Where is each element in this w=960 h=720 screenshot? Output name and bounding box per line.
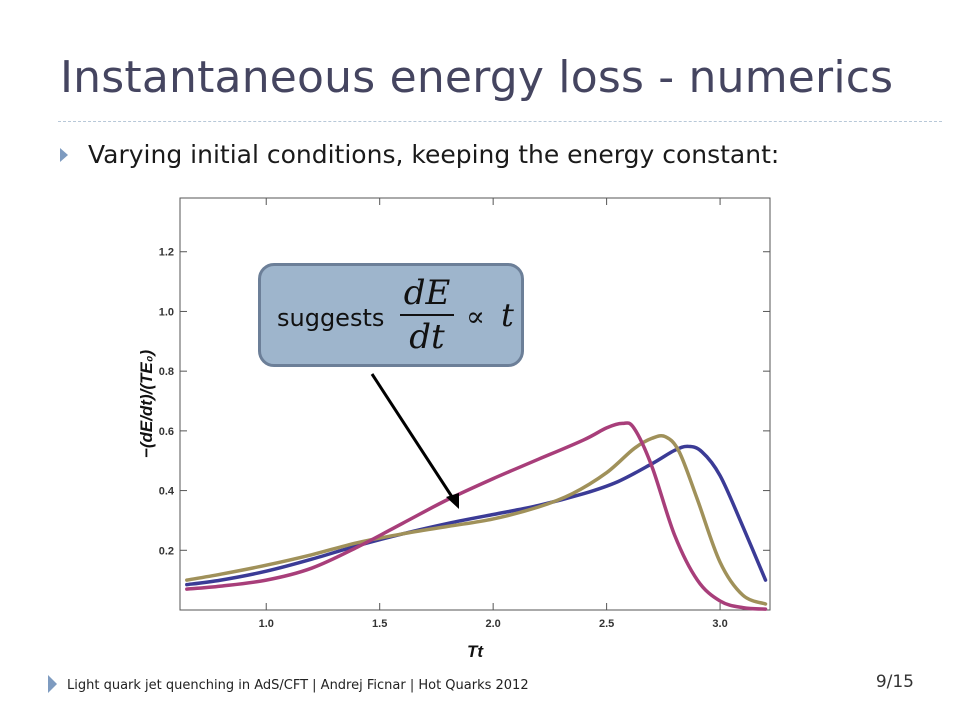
callout-word: suggests <box>277 304 385 332</box>
y-axis-label: −(dE/dt)/(TE₀) <box>137 350 156 459</box>
bullet-item: Varying initial conditions, keeping the … <box>60 140 779 169</box>
bullet-text: Varying initial conditions, keeping the … <box>88 140 780 169</box>
fraction-numerator: dE <box>403 273 451 313</box>
x-tick-label: 3.0 <box>712 618 727 630</box>
y-tick-label: 0.2 <box>159 545 174 557</box>
x-tick-label: 1.0 <box>259 618 274 630</box>
callout-pointer-arrow <box>370 373 458 504</box>
series-line-2 <box>185 434 768 606</box>
bullet-arrow-icon <box>60 147 68 162</box>
x-axis-label: Tt <box>467 642 484 661</box>
x-tick-label: 2.5 <box>599 618 614 630</box>
y-tick-label: 0.8 <box>159 366 174 378</box>
slide-title: Instantaneous energy loss - numerics <box>60 52 894 103</box>
series-line-3 <box>185 421 768 611</box>
derivative-fraction: dE dt <box>398 272 456 358</box>
footer-arrow-icon <box>48 675 57 693</box>
callout-box: suggests dE dt ∝ t <box>258 263 524 367</box>
time-variable: t <box>501 296 514 334</box>
fraction-bar <box>400 314 454 316</box>
fraction-denominator: dt <box>409 317 445 357</box>
page-number: 9/15 <box>875 672 914 692</box>
callout-arrowhead-icon <box>446 493 459 509</box>
title-divider <box>58 121 942 122</box>
y-tick-label: 0.4 <box>159 486 175 498</box>
y-tick-label: 0.6 <box>159 426 174 438</box>
proportional-symbol: ∝ <box>466 300 485 333</box>
y-tick-label: 1.0 <box>159 306 174 318</box>
footer-text: Light quark jet quenching in AdS/CFT | A… <box>67 678 529 693</box>
x-tick-label: 2.0 <box>486 618 501 630</box>
x-tick-label: 1.5 <box>372 618 387 630</box>
y-tick-label: 1.2 <box>159 247 174 259</box>
